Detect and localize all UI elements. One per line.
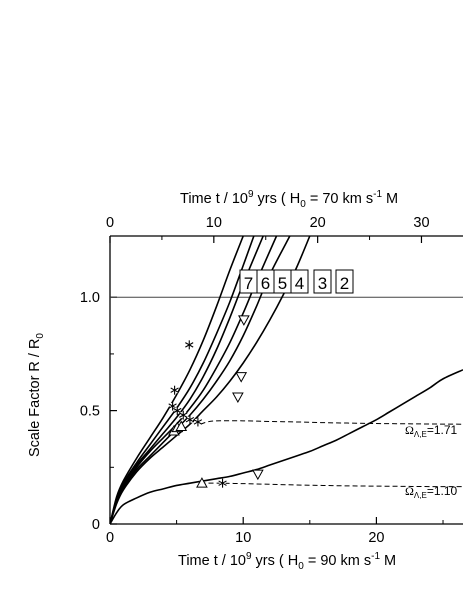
- asterisk-marker: [168, 401, 177, 411]
- curve-number-2: 2: [335, 269, 354, 294]
- dashed-curves: [200, 420, 463, 488]
- asterisk-marker: [170, 385, 179, 395]
- curve-number-7: 7: [239, 269, 258, 294]
- bottom-tick-label: 20: [368, 530, 384, 546]
- top-tick-label: 30: [413, 215, 429, 231]
- curve-number-6: 6: [256, 269, 275, 294]
- y-tick-label: 0: [92, 517, 100, 533]
- top-axis-ticks: 0 10 20 30: [106, 215, 430, 243]
- triangle-up-marker: [175, 420, 188, 431]
- y-tick-label: 0.5: [80, 404, 100, 420]
- svg-text:7: 7: [244, 274, 253, 293]
- y-axis-ticks: 0 0.5 1.0: [80, 290, 117, 533]
- top-tick-label: 20: [310, 215, 326, 231]
- curve-number-boxes: 7 6 5 4 3 2: [239, 269, 354, 294]
- model-curve-5: [110, 236, 291, 524]
- bottom-axis-ticks: 0 10 20: [106, 517, 444, 546]
- triangle-down-marker: [252, 469, 264, 481]
- curve-number-3: 3: [313, 269, 332, 294]
- triangle-down-marker: [238, 315, 250, 326]
- triangle-down-marker: [235, 372, 248, 383]
- omega-label-upper: ΩΛ,E=1.71: [405, 423, 458, 439]
- asterisk-marker: [193, 417, 203, 427]
- triangle-down-marker: [232, 392, 244, 404]
- asterisk-marker: [218, 478, 227, 488]
- markers: [168, 315, 264, 488]
- svg-text:4: 4: [295, 274, 304, 293]
- y-axis-title: Scale Factor R / R0: [27, 333, 46, 457]
- y-tick-label: 1.0: [80, 290, 100, 306]
- curve-number-4: 4: [290, 269, 309, 294]
- dashed-curve-2: [200, 482, 463, 488]
- asterisk-marker: [185, 340, 194, 350]
- omega-label-lower: ΩΛ,E=1.10: [405, 484, 458, 500]
- model-curve-6: [110, 236, 311, 524]
- asterisk-marker: [185, 415, 195, 425]
- asterisk-marker: [173, 406, 182, 416]
- triangle-up-marker: [196, 477, 208, 488]
- dashed-curve-1: [200, 420, 463, 425]
- top-axis-title: Time t / 109 yrs ( H0 = 70 km s-1 M: [180, 189, 398, 210]
- bottom-axis-title: Time t / 109 yrs ( H0 = 90 km s-1 M: [178, 551, 396, 572]
- svg-text:3: 3: [318, 274, 327, 293]
- asterisk-marker: [179, 410, 188, 420]
- model-curve-3: [110, 236, 264, 524]
- model-curve-7: [110, 369, 463, 524]
- svg-text:6: 6: [261, 274, 270, 293]
- model-curve-2: [110, 236, 255, 524]
- bottom-tick-label: 0: [106, 530, 114, 546]
- bottom-tick-label: 10: [235, 530, 251, 546]
- svg-text:2: 2: [340, 274, 349, 293]
- svg-text:5: 5: [278, 274, 287, 293]
- model-curves: [110, 236, 463, 524]
- top-tick-label: 0: [106, 215, 114, 231]
- curve-number-5: 5: [273, 269, 292, 294]
- top-tick-label: 10: [206, 215, 222, 231]
